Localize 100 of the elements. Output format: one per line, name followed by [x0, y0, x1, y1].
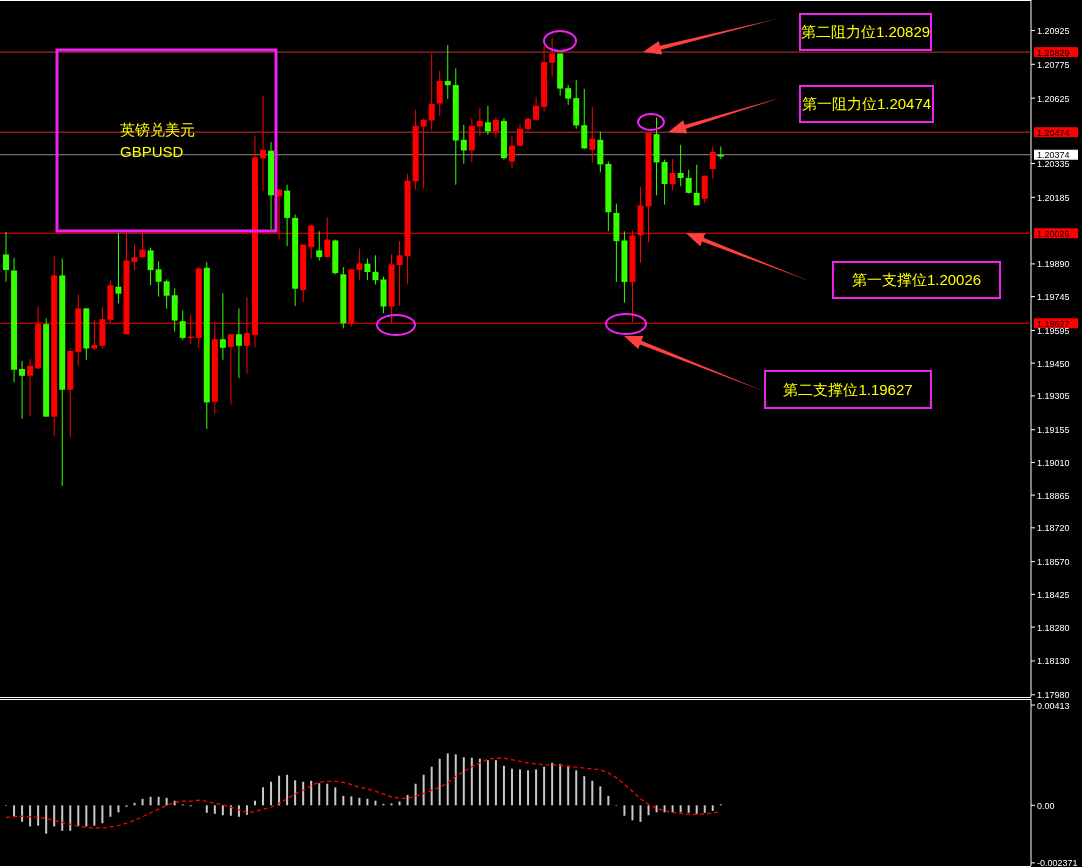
- bar: [639, 805, 642, 822]
- candlestick: [260, 95, 267, 191]
- candlestick: [428, 52, 435, 132]
- candlestick: [436, 70, 443, 117]
- bar: [93, 805, 96, 826]
- bar: [342, 795, 345, 806]
- candlestick: [219, 292, 226, 361]
- bar: [61, 805, 64, 831]
- bar: [543, 766, 546, 806]
- bar: [245, 805, 248, 815]
- candlestick: [693, 164, 700, 206]
- candlestick: [677, 144, 684, 187]
- candlestick: [396, 240, 403, 307]
- ref-line-label: 1.20374: [1037, 150, 1070, 161]
- bar: [278, 775, 281, 806]
- bar: [527, 770, 530, 806]
- bar: [406, 794, 409, 806]
- bar: [262, 787, 265, 806]
- bar: [85, 805, 88, 827]
- bar: [607, 795, 610, 806]
- bar: [270, 781, 273, 806]
- y-tick-label: 1.19890: [1037, 259, 1070, 270]
- bar: [21, 805, 24, 822]
- bar: [310, 780, 313, 806]
- candlestick: [549, 36, 556, 78]
- bar: [671, 805, 674, 813]
- y-tick-label: 1.20185: [1037, 192, 1070, 203]
- y-tick-label: 1.19745: [1037, 292, 1070, 303]
- bar: [205, 805, 208, 813]
- bar: [366, 798, 369, 806]
- bar: [470, 757, 473, 806]
- bar: [302, 781, 305, 806]
- candlestick: [316, 230, 323, 262]
- bar: [29, 805, 32, 827]
- candlestick: [508, 136, 515, 170]
- bar: [77, 805, 80, 827]
- bar: [157, 796, 160, 806]
- bar: [494, 760, 497, 806]
- candlestick: [147, 247, 154, 286]
- y-tick-label: 1.18280: [1037, 622, 1070, 633]
- candlestick: [19, 360, 26, 420]
- bar: [350, 796, 353, 806]
- annotation: 第二支撑位1.19627: [783, 380, 913, 398]
- bar: [519, 769, 522, 806]
- candlestick: [420, 117, 427, 190]
- bar: [45, 805, 48, 834]
- bar: [13, 805, 16, 817]
- text: 英镑兑美元: [120, 121, 195, 138]
- bar: [165, 797, 168, 806]
- y-tick-label: 1.17980: [1037, 690, 1070, 701]
- bar: [462, 757, 465, 806]
- candlestick: [669, 158, 676, 191]
- annotation: 第二阻力位1.20829: [800, 23, 931, 40]
- y-tick-label: 1.19155: [1037, 425, 1070, 436]
- bar: [535, 769, 538, 806]
- bar: [398, 801, 401, 806]
- bar: [430, 766, 433, 806]
- bar: [326, 783, 329, 806]
- bar: [53, 805, 56, 827]
- bar: [510, 768, 513, 806]
- bar: [221, 805, 224, 816]
- bar: [575, 770, 578, 806]
- candlestick: [661, 159, 668, 206]
- bar: [358, 797, 361, 806]
- y-tick-label: 1.19450: [1037, 358, 1070, 369]
- annotation: 第一支撑位1.20026: [851, 271, 982, 288]
- bar: [502, 765, 505, 806]
- y-tick-label: 0.00413: [1037, 700, 1070, 711]
- y-tick-label: 1.20925: [1037, 25, 1070, 36]
- candlestick: [356, 248, 363, 281]
- candlestick: [484, 105, 491, 136]
- bar: [631, 805, 634, 821]
- y-tick-label: 1.18570: [1037, 557, 1070, 568]
- y-tick-label: 0.00: [1037, 800, 1055, 811]
- candlestick: [565, 84, 572, 106]
- bar: [655, 805, 658, 813]
- candlestick: [581, 88, 588, 150]
- y-tick-label: 1.18425: [1037, 589, 1070, 600]
- candlestick: [701, 175, 708, 204]
- bar: [454, 754, 457, 806]
- ref-line-label: 1.20026: [1037, 228, 1070, 239]
- y-tick-label: 1.19305: [1037, 391, 1070, 402]
- bar: [446, 753, 449, 806]
- y-tick-label: -0.002371: [1037, 858, 1078, 867]
- y-tick-label: 1.20625: [1037, 93, 1070, 104]
- candlestick: [115, 232, 122, 304]
- bar: [101, 805, 104, 824]
- bar: [141, 798, 144, 806]
- candlestick: [685, 169, 692, 195]
- bar: [149, 796, 152, 806]
- candlestick: [709, 145, 716, 180]
- bar: [69, 805, 72, 831]
- bar: [478, 758, 481, 806]
- bar: [703, 805, 706, 813]
- candlestick: [444, 44, 451, 100]
- bar: [422, 774, 425, 806]
- bar: [687, 805, 690, 813]
- bar: [109, 805, 112, 817]
- bar: [583, 776, 586, 806]
- candlestick: [492, 116, 499, 139]
